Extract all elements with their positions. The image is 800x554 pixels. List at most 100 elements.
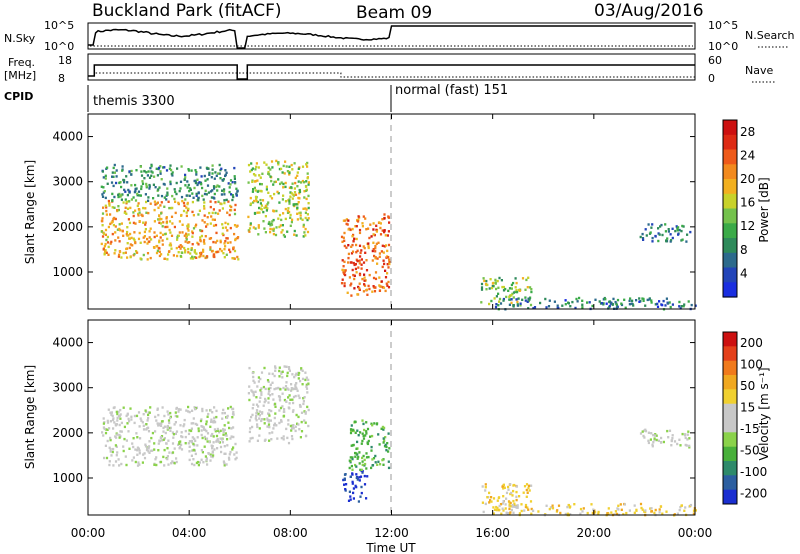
heatmap-cell: [191, 255, 194, 258]
heatmap-cell: [276, 190, 279, 194]
heatmap-cell: [290, 192, 293, 195]
heatmap-cell: [657, 239, 660, 243]
heatmap-cell: [135, 414, 139, 418]
time-x-ticks: 00:00 04:00 08:00 12:00 16:00 20:00 00:00: [71, 114, 712, 540]
heatmap-cell: [512, 304, 515, 307]
colorbar-tick-label: 200: [740, 336, 763, 350]
heatmap-cell: [261, 411, 264, 414]
heatmap-cell: [158, 186, 161, 189]
heatmap-cell: [157, 194, 160, 197]
colorbar-swatch: [723, 489, 737, 505]
heatmap-cell: [153, 220, 156, 223]
heatmap-cell: [232, 195, 235, 199]
heatmap-cell: [178, 220, 181, 223]
heatmap-cell: [220, 450, 223, 454]
heatmap-cell: [652, 433, 655, 437]
heatmap-cell: [104, 233, 107, 236]
heatmap-cell: [106, 182, 109, 185]
heatmap-cell: [171, 206, 174, 210]
heatmap-cell: [146, 447, 149, 450]
heatmap-cell: [251, 180, 254, 183]
colorbar-tick-label: 16: [740, 196, 755, 210]
heatmap-cell: [195, 173, 198, 176]
heatmap-cell: [230, 205, 233, 209]
heatmap-cell: [383, 213, 386, 216]
heatmap-cell: [480, 288, 484, 291]
heatmap-cell: [229, 405, 232, 409]
heatmap-cell: [205, 255, 209, 258]
heatmap-cell: [377, 460, 380, 463]
heatmap-cell: [167, 463, 170, 466]
heatmap-cell: [123, 437, 126, 441]
nsky-tick-top: 10^5: [44, 19, 74, 32]
heatmap-cell: [223, 242, 226, 245]
heatmap-cell: [266, 419, 269, 422]
heatmap-cell: [293, 191, 297, 194]
heatmap-cell: [118, 433, 121, 437]
heatmap-cell: [340, 282, 344, 285]
heatmap-cell: [355, 465, 358, 468]
heatmap-cell: [291, 182, 294, 185]
heatmap-cell: [109, 438, 112, 442]
heatmap-cell: [291, 410, 295, 413]
heatmap-cell: [303, 190, 306, 193]
heatmap-cell: [307, 408, 310, 412]
heatmap-cell: [346, 291, 349, 294]
heatmap-cell: [358, 244, 362, 247]
heatmap-cell: [131, 244, 134, 247]
heatmap-cell: [527, 484, 531, 487]
heatmap-cell: [581, 299, 584, 302]
heatmap-cell: [305, 387, 309, 390]
heatmap-cell: [184, 198, 187, 201]
heatmap-cell: [351, 243, 354, 247]
heatmap-cell: [267, 170, 270, 174]
heatmap-cell: [271, 228, 274, 231]
heatmap-cell: [272, 232, 275, 236]
heatmap-cell: [680, 229, 683, 233]
heatmap-cell: [221, 412, 224, 415]
heatmap-cell: [273, 416, 276, 420]
heatmap-cell: [356, 259, 359, 263]
heatmap-cell: [537, 510, 540, 513]
heatmap-cell: [220, 202, 223, 206]
heatmap-cell: [267, 412, 271, 416]
heatmap-cell: [126, 181, 129, 184]
heatmap-cell: [371, 290, 374, 293]
heatmap-cell: [126, 256, 129, 259]
heatmap-cell: [349, 461, 352, 464]
heatmap-cell: [249, 427, 252, 430]
heatmap-cell: [387, 256, 390, 259]
heatmap-cell: [641, 237, 645, 240]
heatmap-cell: [186, 186, 189, 189]
heatmap-cell: [255, 198, 258, 201]
heatmap-cell: [130, 418, 133, 421]
heatmap-cell: [300, 367, 303, 370]
heatmap-cell: [292, 203, 295, 207]
heatmap-cell: [171, 194, 174, 198]
heatmap-cell: [676, 229, 679, 232]
heatmap-cell: [498, 508, 501, 512]
heatmap-cell: [305, 185, 308, 188]
heatmap-cell: [288, 198, 291, 201]
heatmap-cell: [377, 241, 380, 244]
heatmap-cell: [155, 244, 158, 248]
heatmap-cell: [139, 417, 142, 420]
heatmap-cell: [234, 442, 237, 446]
heatmap-cell: [559, 511, 562, 515]
heatmap-cell: [251, 425, 254, 429]
heatmap-cell: [190, 427, 193, 430]
heatmap-cell: [226, 237, 229, 240]
heatmap-cell: [158, 254, 161, 258]
heatmap-cell: [206, 415, 209, 418]
heatmap-cell: [357, 215, 360, 218]
heatmap-cell: [350, 429, 353, 432]
heatmap-cell: [371, 458, 374, 461]
heatmap-cell: [353, 287, 356, 290]
colorbar-swatch: [723, 446, 737, 462]
heatmap-cell: [119, 408, 122, 412]
heatmap-cell: [154, 203, 157, 206]
heatmap-cell: [291, 398, 294, 401]
heatmap-cell: [341, 240, 344, 243]
heatmap-cell: [291, 426, 294, 429]
heatmap-cell: [117, 208, 120, 212]
